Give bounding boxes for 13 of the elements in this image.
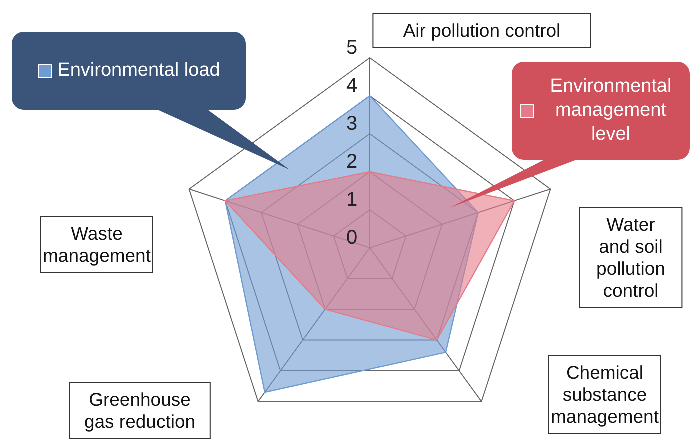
- spoke-label: Greenhouse gas reduction: [84, 389, 196, 432]
- spoke-label: Air pollution control: [403, 20, 561, 41]
- legend-label: Environmental management level: [549, 75, 673, 147]
- spoke-label: Water and soil pollution control: [596, 214, 666, 301]
- y-tick-label: 5: [346, 37, 358, 59]
- y-tick-label: 1: [346, 189, 358, 211]
- y-tick-label: 2: [346, 151, 358, 173]
- y-tick-label: 0: [346, 227, 358, 249]
- legend-label: Environmental load: [58, 59, 220, 83]
- y-tick-label: 4: [346, 75, 358, 97]
- y-tick-label: 3: [346, 113, 358, 135]
- spoke-label: Chemical substance management: [551, 362, 659, 427]
- spoke-label: Waste management: [43, 223, 151, 266]
